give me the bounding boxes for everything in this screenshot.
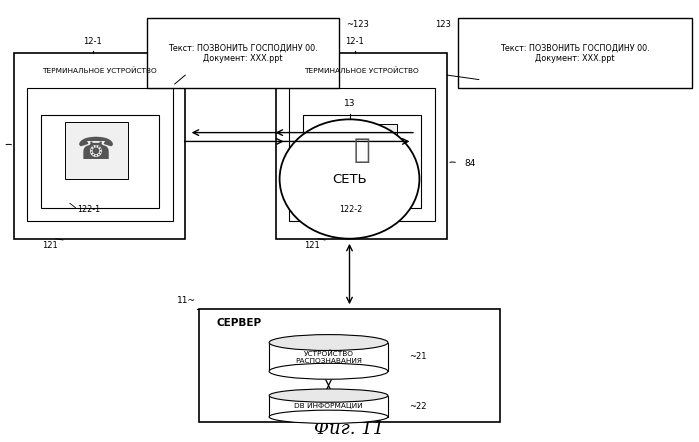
Text: 12-1: 12-1	[83, 38, 102, 46]
Bar	[269, 343, 388, 371]
Bar	[327, 124, 397, 177]
Text: ТЕРМИНАЛЬНОЕ УСТРОЙСТВО: ТЕРМИНАЛЬНОЕ УСТРОЙСТВО	[42, 67, 157, 74]
Bar	[289, 88, 435, 221]
Ellipse shape	[280, 119, 419, 239]
Text: 11~: 11~	[177, 296, 196, 305]
Text: ~22: ~22	[409, 402, 426, 411]
Text: 13: 13	[344, 99, 355, 108]
Bar	[14, 53, 185, 239]
Bar	[41, 115, 159, 208]
Text: УСТРОЙСТВО
РАСПОЗНАВАНИЯ: УСТРОЙСТВО РАСПОЗНАВАНИЯ	[295, 350, 362, 364]
Ellipse shape	[269, 389, 388, 402]
Bar	[65, 122, 127, 179]
Text: СЕРВЕР: СЕРВЕР	[217, 318, 262, 328]
Text: 121: 121	[304, 241, 320, 250]
Bar	[27, 88, 173, 221]
Text: 122-1: 122-1	[77, 206, 100, 214]
Text: Текст: ПОЗВОНИТЬ ГОСПОДИНУ 00.
Документ: ХХХ.ppt: Текст: ПОЗВОНИТЬ ГОСПОДИНУ 00. Документ:…	[500, 43, 650, 63]
Ellipse shape	[269, 335, 388, 351]
Text: ТЕРМИНАЛЬНОЕ УСТРОЙСТВО: ТЕРМИНАЛЬНОЕ УСТРОЙСТВО	[304, 67, 419, 74]
Bar	[458, 18, 692, 88]
Text: DB ИНФОРМАЦИИ: DB ИНФОРМАЦИИ	[294, 403, 363, 409]
Bar	[269, 396, 388, 417]
Bar	[276, 53, 447, 239]
Bar	[147, 18, 339, 88]
Text: 122-2: 122-2	[339, 206, 362, 214]
Ellipse shape	[269, 363, 388, 379]
Text: 12-1: 12-1	[345, 38, 364, 46]
Bar	[199, 309, 500, 422]
Text: Текст: ПОЗВОНИТЬ ГОСПОДИНУ 00.
Документ: ХХХ.ppt: Текст: ПОЗВОНИТЬ ГОСПОДИНУ 00. Документ:…	[168, 43, 318, 63]
Bar	[303, 115, 421, 208]
Ellipse shape	[269, 410, 388, 423]
Text: 121: 121	[42, 241, 58, 250]
Text: ~21: ~21	[409, 352, 426, 362]
Text: 🖨: 🖨	[354, 136, 370, 164]
Text: ☎: ☎	[77, 136, 115, 165]
Text: ~123: ~123	[346, 20, 369, 29]
Text: 84: 84	[465, 159, 476, 168]
Text: СЕТЬ: СЕТЬ	[332, 172, 367, 186]
Text: Фиг. 11: Фиг. 11	[315, 419, 384, 438]
Text: 123: 123	[435, 20, 451, 29]
